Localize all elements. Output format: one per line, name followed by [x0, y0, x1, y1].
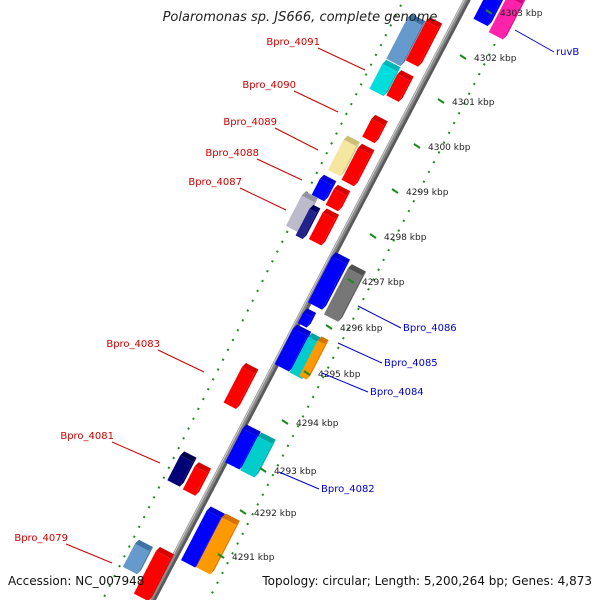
label-leader-right	[321, 372, 369, 393]
label-leader-left	[239, 187, 287, 211]
gene-features	[122, 0, 526, 600]
gene-feature	[307, 252, 351, 310]
backbone-highlight	[149, 0, 465, 600]
gene-label-left: Bpro_4087	[188, 177, 242, 188]
label-leader-right	[278, 471, 320, 490]
label-leader-left	[111, 441, 161, 464]
scale-tick-label: 4293 kbp	[274, 467, 317, 477]
scale-tick	[413, 143, 421, 149]
scale-tick	[437, 98, 445, 104]
scale-tick-label: 4292 kbp	[254, 509, 297, 519]
gene-feature	[308, 208, 340, 246]
gene-feature	[182, 462, 212, 496]
gene-feature	[167, 451, 197, 487]
label-leader-left	[65, 543, 113, 564]
scale-tick	[303, 370, 311, 376]
scale-tick-label: 4301 kbp	[452, 98, 495, 108]
scale-tick-label: 4299 kbp	[406, 188, 449, 198]
gene-feature	[327, 135, 361, 177]
gene-label-left: Bpro_4079	[14, 533, 68, 544]
gene-feature	[196, 513, 240, 575]
scale-tick-label: 4294 kbp	[296, 419, 339, 429]
gene-feature	[297, 308, 317, 328]
scale-tick-label: 4298 kbp	[384, 233, 427, 243]
scale-tick	[281, 419, 289, 425]
scale-tick-label: 4297 kbp	[362, 278, 405, 288]
gene-label-left: Bpro_4091	[266, 37, 320, 48]
gene-feature	[386, 13, 426, 67]
gene-feature	[295, 204, 321, 240]
gene-feature	[341, 143, 375, 187]
gene-feature	[223, 363, 259, 409]
label-leader-left	[293, 90, 339, 113]
scale-ticks: 4291 kbp 4292 kbp 4293 kbp 4294 kbp 4295 kbp…	[217, 9, 543, 563]
gene-feature	[488, 0, 526, 40]
scale-tick	[369, 233, 377, 239]
scale-tick-label: 4295 kbp	[318, 370, 361, 380]
gene-label-left: Bpro_4083	[106, 339, 160, 350]
gene-feature	[133, 547, 175, 600]
scale-tick	[217, 553, 225, 559]
scale-tick	[485, 9, 493, 15]
scale-tick	[347, 278, 355, 284]
label-leader-right	[337, 342, 383, 364]
gene-feature	[473, 0, 504, 27]
gene-labels: Bpro_4091 Bpro_4090 Bpro_4089 Bpro_4088 Bpro…	[14, 29, 579, 564]
accession-text: Accession: NC_007948	[8, 574, 145, 588]
gene-label-left: Bpro_4081	[60, 431, 114, 442]
map-title: Polaromonas sp. JS666, complete genome	[162, 10, 438, 25]
scale-tick	[459, 54, 467, 60]
scale-tick	[239, 509, 247, 515]
scale-tick-label: 4302 kbp	[474, 54, 517, 64]
label-leader-right	[514, 29, 555, 53]
scale-tick	[259, 467, 267, 473]
topology-text: Topology: circular; Length: 5,200,264 bp…	[262, 574, 592, 588]
gene-label-right: Bpro_4084	[370, 387, 424, 398]
outer-ruler	[101, 0, 405, 600]
gene-feature	[362, 114, 388, 144]
label-leader-left	[256, 158, 303, 181]
scale-tick-label: 4300 kbp	[428, 143, 471, 153]
gene-label-left: Bpro_4089	[223, 117, 277, 128]
backbone-line	[148, 0, 468, 600]
label-leader-left	[274, 127, 319, 151]
gene-feature	[311, 174, 337, 202]
scale-tick	[325, 324, 333, 330]
gene-feature	[369, 59, 401, 97]
gene-label-right: Bpro_4086	[403, 323, 457, 334]
gene-label-left: Bpro_4090	[242, 80, 296, 91]
label-leader-right	[357, 305, 402, 329]
ruler-dotted-lines	[101, 0, 519, 600]
genome-backbone	[148, 0, 471, 600]
gene-label-right: ruvB	[556, 47, 579, 58]
scale-tick	[391, 188, 399, 194]
gene-feature	[405, 17, 443, 67]
gene-feature	[386, 70, 414, 102]
scale-tick-label: 4296 kbp	[340, 324, 383, 334]
label-leader-left	[157, 349, 205, 373]
gene-feature	[325, 184, 351, 212]
gene-label-right: Bpro_4085	[384, 358, 438, 369]
gene-feature	[240, 432, 276, 478]
scale-tick-label: 4303 kbp	[500, 9, 543, 19]
gene-feature	[299, 336, 329, 380]
label-leader-left	[317, 47, 366, 71]
gene-label-left: Bpro_4088	[205, 148, 259, 159]
scale-tick-label: 4291 kbp	[232, 553, 275, 563]
gene-label-right: Bpro_4082	[321, 484, 375, 495]
gene-feature	[122, 539, 154, 575]
